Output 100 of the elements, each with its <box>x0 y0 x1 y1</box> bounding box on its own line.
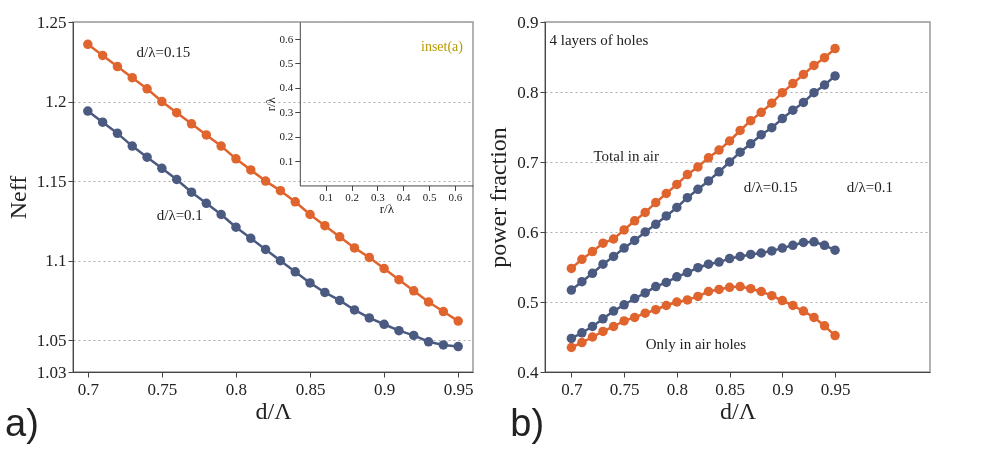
x-tick-label: 0.9 <box>772 379 794 399</box>
point <box>423 297 434 307</box>
point <box>320 220 330 231</box>
point <box>651 304 661 315</box>
point <box>651 281 661 292</box>
point <box>246 165 256 175</box>
point <box>83 106 93 116</box>
point <box>693 162 703 172</box>
y-tick-label: 0.7 <box>517 152 539 172</box>
annotation: d/λ=0.15 <box>136 44 191 61</box>
point <box>453 316 463 326</box>
y-tick-label: 1.1 <box>45 251 67 271</box>
point <box>438 340 449 350</box>
point <box>777 87 788 98</box>
point <box>682 295 693 305</box>
point <box>809 60 819 71</box>
x-tick-label: 0.8 <box>225 379 248 399</box>
point <box>587 246 598 257</box>
point <box>724 157 735 167</box>
point <box>724 136 735 146</box>
x2-tick-label: 0.2 <box>345 190 359 203</box>
point <box>629 312 640 323</box>
x-axis-title: d/Λ <box>255 397 293 424</box>
annotation: 4 layers of holes <box>549 31 649 48</box>
point <box>682 192 693 203</box>
y-axis-title: Neff <box>4 175 31 220</box>
point <box>672 179 682 190</box>
point <box>756 107 766 118</box>
point <box>788 240 798 251</box>
point <box>819 52 830 63</box>
point <box>777 113 788 124</box>
point <box>216 209 226 220</box>
point <box>619 243 629 253</box>
point <box>409 330 419 341</box>
annotation: d/λ=0.15 <box>743 178 798 195</box>
y2-axis-title: r/λ <box>262 96 278 112</box>
point <box>703 153 714 163</box>
point <box>661 277 672 288</box>
y-tick-label: 0.5 <box>517 292 539 312</box>
point <box>577 328 587 338</box>
y-tick-label: 1.15 <box>36 171 67 191</box>
annotation: Only in air holes <box>645 336 747 352</box>
point <box>788 105 798 115</box>
point <box>756 286 766 297</box>
annotation: Total in air <box>593 148 660 165</box>
point <box>745 139 756 149</box>
point <box>127 141 137 151</box>
point <box>334 295 345 306</box>
point <box>745 249 756 260</box>
point <box>97 117 108 127</box>
point <box>756 248 766 258</box>
x-tick-label: 0.9 <box>373 379 396 399</box>
x-tick-label: 0.8 <box>666 379 688 399</box>
point <box>661 188 672 199</box>
point <box>438 306 449 317</box>
x-tick-label: 0.85 <box>715 379 745 399</box>
point <box>97 50 108 61</box>
point <box>724 282 735 293</box>
point <box>767 246 777 256</box>
point <box>231 154 241 164</box>
point <box>798 306 809 316</box>
point <box>661 300 672 311</box>
point <box>830 43 840 54</box>
point <box>566 263 577 274</box>
point <box>598 259 608 269</box>
point <box>693 291 703 302</box>
point <box>682 169 693 180</box>
y-tick-label: 0.8 <box>517 82 539 102</box>
point <box>830 245 840 255</box>
y-tick-label: 1.05 <box>36 330 67 350</box>
x-tick-label: 0.7 <box>561 379 583 399</box>
point <box>598 326 608 337</box>
y-axis-title: power fraction <box>485 127 512 268</box>
point <box>767 98 777 108</box>
point <box>171 107 182 118</box>
y-tick-label: 1.2 <box>45 92 67 112</box>
point <box>305 278 315 288</box>
point <box>619 316 629 326</box>
point <box>703 259 714 269</box>
point <box>767 122 777 133</box>
point <box>714 167 724 177</box>
point <box>735 251 745 262</box>
point <box>819 80 830 90</box>
point <box>608 234 619 244</box>
point <box>246 233 256 244</box>
point <box>598 238 608 248</box>
x-tick-label: 0.75 <box>147 379 178 399</box>
point <box>798 97 809 108</box>
x2-tick-label: 0.1 <box>319 190 334 203</box>
y2-tick-label: 0.1 <box>279 154 294 167</box>
annotation: d/λ=0.1 <box>846 178 894 195</box>
point <box>201 130 212 140</box>
point <box>83 39 93 50</box>
y2-tick-label: 0.6 <box>279 32 294 45</box>
point <box>112 128 123 139</box>
point <box>735 125 745 136</box>
point <box>577 337 587 348</box>
point <box>777 295 788 306</box>
point <box>651 197 661 208</box>
point <box>394 274 404 285</box>
